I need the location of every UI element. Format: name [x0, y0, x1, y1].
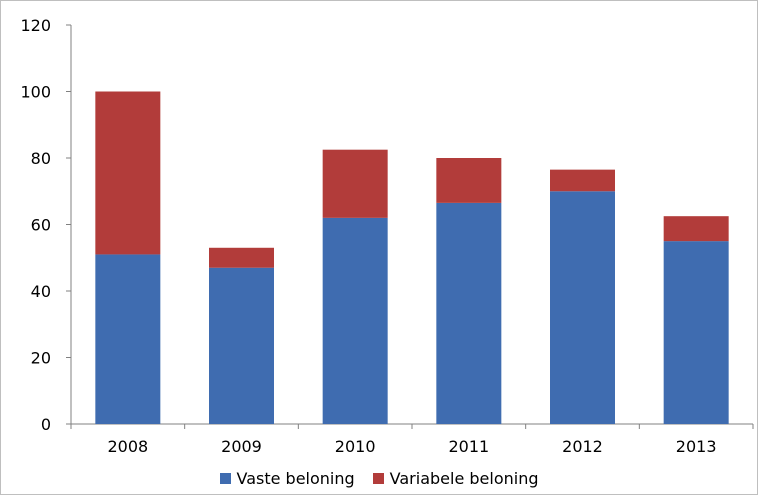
- bar-vaste-2010: [322, 217, 388, 424]
- bar-vaste-2011: [436, 202, 502, 424]
- bar-vaste-2012: [550, 191, 615, 424]
- bar-variabele-2012: [550, 169, 615, 192]
- legend-label-variabele: Variabele beloning: [389, 469, 539, 488]
- x-tick-label: 2013: [676, 437, 717, 456]
- bar-vaste-2008: [95, 254, 161, 424]
- legend-item-variabele: Variabele beloning: [372, 469, 539, 488]
- bar-variabele-2011: [436, 158, 502, 203]
- legend-label-vaste: Vaste beloning: [236, 469, 355, 488]
- y-tick-label: 120: [20, 16, 51, 35]
- bar-variabele-2009: [209, 247, 274, 268]
- y-tick-label: 100: [20, 83, 51, 102]
- bar-vaste-2013: [663, 241, 729, 424]
- x-tick-label: 2012: [562, 437, 603, 456]
- legend: Vaste beloning Variabele beloning: [1, 469, 757, 488]
- x-tick-label: 2010: [335, 437, 376, 456]
- bar-variabele-2010: [322, 149, 388, 218]
- x-tick-label: 2011: [448, 437, 489, 456]
- legend-swatch-vaste: [219, 473, 231, 484]
- bar-vaste-2009: [209, 267, 274, 424]
- x-tick-label: 2009: [221, 437, 262, 456]
- y-tick-label: 60: [31, 216, 51, 235]
- bar-variabele-2008: [95, 91, 161, 255]
- y-tick-label: 40: [31, 282, 51, 301]
- y-tick-label: 0: [41, 415, 51, 434]
- legend-item-vaste: Vaste beloning: [219, 469, 355, 488]
- x-tick-label: 2008: [107, 437, 148, 456]
- bar-variabele-2013: [663, 216, 729, 242]
- y-tick-label: 80: [31, 149, 51, 168]
- y-tick-label: 20: [31, 349, 51, 368]
- legend-swatch-variabele: [372, 473, 384, 484]
